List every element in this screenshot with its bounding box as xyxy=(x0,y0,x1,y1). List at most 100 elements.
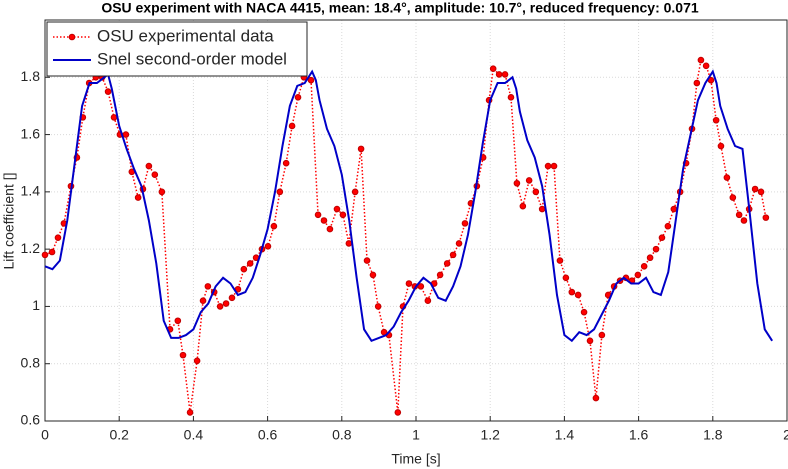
data-point xyxy=(270,222,278,230)
data-point xyxy=(363,257,371,264)
legend-label: Snel second-order model xyxy=(97,49,287,68)
y-tick-label: 1.8 xyxy=(21,68,41,84)
data-point xyxy=(461,220,469,227)
data-point xyxy=(179,351,187,359)
x-tick-label: 1.8 xyxy=(703,427,723,443)
data-point xyxy=(417,283,425,290)
data-point xyxy=(151,171,159,178)
data-point xyxy=(598,331,606,339)
data-point xyxy=(740,217,748,224)
data-point xyxy=(394,409,402,416)
data-point xyxy=(276,188,284,196)
data-point xyxy=(193,357,201,365)
data-point xyxy=(307,76,315,84)
data-point xyxy=(723,174,731,181)
data-point xyxy=(374,303,382,310)
data-point xyxy=(339,211,347,219)
y-tick-label: 1.2 xyxy=(21,240,41,256)
data-point xyxy=(222,300,230,307)
data-point xyxy=(455,240,463,247)
data-point xyxy=(507,94,515,101)
data-point xyxy=(158,188,166,196)
x-tick-label: 0.8 xyxy=(332,427,352,443)
data-point xyxy=(489,65,497,72)
data-point xyxy=(525,177,533,184)
data-point xyxy=(48,248,56,256)
legend-label: OSU experimental data xyxy=(97,26,274,45)
data-point xyxy=(282,159,290,167)
data-point xyxy=(186,409,194,416)
x-tick-label: 0.6 xyxy=(258,427,278,443)
legend: OSU experimental data Snel second-order m… xyxy=(46,21,308,77)
x-tick-label: 2 xyxy=(783,427,788,443)
y-tick-label: 1.4 xyxy=(21,183,41,199)
data-point xyxy=(333,205,341,213)
data-point xyxy=(586,337,594,345)
x-tick-label: 0.4 xyxy=(184,427,204,443)
data-point xyxy=(54,234,62,241)
data-point xyxy=(574,291,582,299)
data-point xyxy=(174,317,182,325)
data-point xyxy=(216,303,224,310)
plot-frame xyxy=(44,19,788,422)
y-tick-label: 0.6 xyxy=(21,412,41,428)
data-point xyxy=(513,179,521,187)
data-point xyxy=(550,162,558,170)
x-axis-label: Time [s] xyxy=(391,451,440,467)
series-line xyxy=(44,69,773,343)
data-point xyxy=(717,142,725,150)
data-point xyxy=(634,271,642,279)
data-point xyxy=(693,79,701,87)
data-point xyxy=(519,202,527,210)
data-point xyxy=(240,265,248,273)
data-point xyxy=(495,71,503,78)
data-point xyxy=(424,297,432,305)
data-point xyxy=(592,394,600,402)
data-point xyxy=(134,194,142,201)
data-point xyxy=(122,131,130,138)
data-point xyxy=(351,188,359,196)
data-point xyxy=(357,145,365,153)
data-point xyxy=(314,211,322,219)
data-point xyxy=(646,254,654,262)
data-point xyxy=(501,71,509,78)
y-tick-label: 1.6 xyxy=(21,125,41,141)
data-point xyxy=(449,251,457,259)
y-axis-label: Lift coefficient [] xyxy=(1,172,17,269)
data-point xyxy=(702,62,710,70)
data-point xyxy=(246,260,254,267)
data-point xyxy=(110,114,118,121)
data-point xyxy=(228,294,236,302)
data-point xyxy=(41,251,49,259)
data-point xyxy=(345,240,353,247)
data-point xyxy=(664,222,672,230)
y-tick-label: 1 xyxy=(32,297,40,313)
data-point xyxy=(640,263,648,270)
data-point xyxy=(757,188,765,196)
data-point xyxy=(288,122,296,130)
data-point xyxy=(443,260,451,267)
data-point xyxy=(544,162,552,170)
data-point xyxy=(568,288,576,296)
data-point xyxy=(751,185,759,193)
y-tick-label: 0.8 xyxy=(21,354,41,370)
data-point xyxy=(712,116,720,124)
data-point xyxy=(556,257,564,264)
x-tick-label: 1.2 xyxy=(480,427,500,443)
data-point xyxy=(369,271,377,279)
legend-box xyxy=(46,21,308,77)
data-point xyxy=(294,94,302,101)
data-point xyxy=(320,217,328,224)
x-tick-label: 1.6 xyxy=(629,427,649,443)
data-point xyxy=(652,245,660,253)
x-tick-label: 0.2 xyxy=(109,427,129,443)
data-point xyxy=(580,308,588,316)
x-tick-label: 1.4 xyxy=(555,427,575,443)
data-point xyxy=(264,242,272,250)
data-point xyxy=(532,188,540,196)
data-point xyxy=(562,274,570,282)
data-point xyxy=(697,56,705,64)
data-point xyxy=(405,280,413,287)
